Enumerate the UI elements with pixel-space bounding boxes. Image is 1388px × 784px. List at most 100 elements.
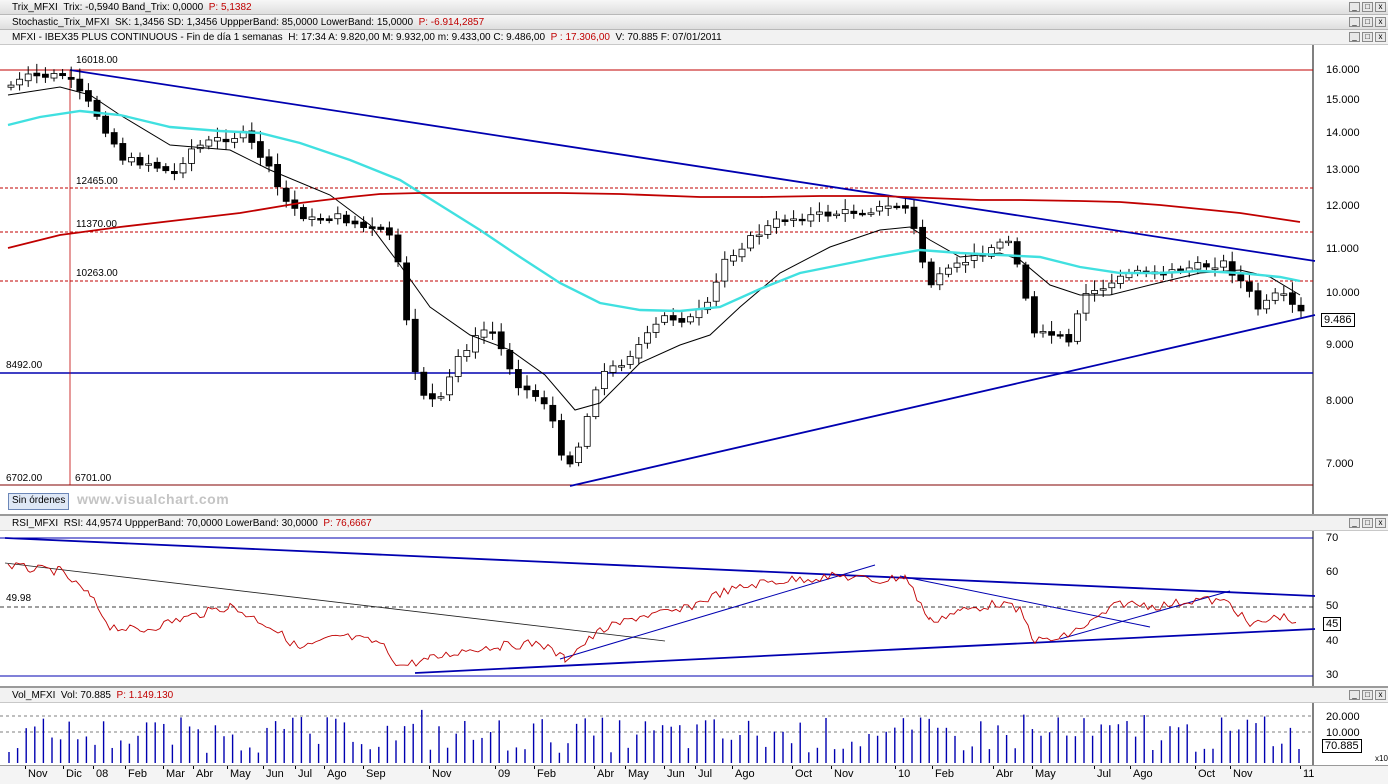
- candle-body: [764, 225, 772, 235]
- candle-body: [471, 335, 479, 353]
- close-icon[interactable]: x: [1375, 32, 1386, 42]
- candle-body: [1297, 304, 1305, 312]
- time-axis: Nov Dic 08 Feb Mar Abr May Jun Jul Ago Sep Nov 09 Feb…: [0, 765, 1388, 784]
- vol-values: Vol: 70.885: [60, 689, 111, 701]
- volume-chart[interactable]: [0, 703, 1388, 765]
- price-axis-label: 10.000: [1326, 287, 1360, 299]
- candle-body: [790, 218, 797, 221]
- rsi-value-tag: 45: [1323, 617, 1342, 631]
- maximize-icon[interactable]: □: [1362, 2, 1373, 12]
- candle-body: [902, 205, 909, 209]
- rsi-line: [7, 562, 1297, 667]
- candle-body: [988, 247, 995, 257]
- candle-body: [1117, 275, 1124, 284]
- time-axis-tick: [993, 766, 994, 769]
- minimize-icon[interactable]: _: [1349, 518, 1360, 528]
- price-header: MFXI - IBEX35 PLUS CONTINUOUS - Fin de d…: [0, 30, 1388, 45]
- rsi-thin-trendline: [1059, 590, 1231, 640]
- candle-body: [712, 281, 720, 302]
- candle-body: [1082, 293, 1090, 314]
- rsi-thin-trendline: [559, 564, 876, 660]
- price-chart[interactable]: [0, 45, 1388, 515]
- minimize-icon[interactable]: _: [1349, 32, 1360, 42]
- candle-body: [1005, 240, 1012, 244]
- candle-body: [497, 331, 505, 350]
- candle-body: [119, 143, 127, 161]
- candle-body: [644, 332, 651, 344]
- trix-window-buttons: _ □ x: [1349, 2, 1386, 12]
- candle-body: [248, 130, 256, 143]
- price-axis-label: 8.000: [1326, 395, 1354, 407]
- candle-body: [618, 365, 625, 368]
- candle-body: [661, 315, 668, 323]
- panel-separator[interactable]: [0, 686, 1388, 688]
- candle-body: [222, 138, 230, 143]
- minimize-icon[interactable]: _: [1349, 17, 1360, 27]
- last-price-tag: 9.486: [1321, 313, 1355, 327]
- candle-body: [884, 205, 892, 209]
- time-axis-tick: [63, 766, 64, 769]
- candle-body: [523, 385, 531, 391]
- maximize-icon[interactable]: □: [1362, 17, 1373, 27]
- candle-body: [16, 78, 24, 86]
- candle-body: [540, 397, 548, 405]
- rsi-axis-label: 30: [1326, 669, 1339, 681]
- candle-body: [996, 241, 1004, 249]
- candle-body: [213, 137, 221, 142]
- time-axis-tick: [831, 766, 832, 769]
- candle-body: [1099, 288, 1107, 291]
- maximize-icon[interactable]: □: [1362, 518, 1373, 528]
- time-axis-tick: [429, 766, 430, 769]
- rsi-header: RSI_MFXI RSI: 44,9574 UppperBand: 70,000…: [0, 516, 1388, 531]
- candle-body: [463, 350, 471, 358]
- candle-body: [308, 216, 316, 220]
- minimize-icon[interactable]: _: [1349, 2, 1360, 12]
- watermark: www.visualchart.com: [77, 491, 230, 507]
- maximize-icon[interactable]: □: [1362, 32, 1373, 42]
- time-axis-tick: [895, 766, 896, 769]
- candle-body: [1031, 296, 1038, 334]
- candle-body: [394, 234, 402, 263]
- close-icon[interactable]: x: [1375, 2, 1386, 12]
- rsi-chart[interactable]: [0, 531, 1388, 686]
- panel-separator[interactable]: [0, 514, 1388, 516]
- rsi-axis-label: 70: [1326, 532, 1339, 544]
- annotation-level: 8492.00: [6, 360, 43, 371]
- time-axis-tick: [93, 766, 94, 769]
- candle-body: [76, 78, 84, 92]
- close-icon[interactable]: x: [1375, 518, 1386, 528]
- candle-body: [1056, 334, 1064, 337]
- vol-window-buttons: _ □ x: [1349, 690, 1386, 700]
- moving-average-medium: [7, 109, 1301, 313]
- time-axis-tick: [732, 766, 733, 769]
- close-icon[interactable]: x: [1375, 690, 1386, 700]
- vol-multiplier: x10: [1375, 754, 1388, 763]
- rsi-axis-label: 50: [1326, 600, 1339, 612]
- candle-body: [1220, 260, 1227, 268]
- candle-body: [1194, 262, 1202, 270]
- time-axis-tick: [1130, 766, 1131, 769]
- candle-body: [282, 187, 290, 202]
- candle-body: [962, 262, 969, 266]
- maximize-icon[interactable]: □: [1362, 690, 1373, 700]
- time-axis-tick: [534, 766, 535, 769]
- candle-body: [730, 255, 737, 262]
- candle-body: [1065, 334, 1073, 343]
- stoch-window-buttons: _ □ x: [1349, 17, 1386, 27]
- annotation-low: 6702.00: [6, 473, 43, 484]
- sin-ordenes-button[interactable]: Sin órdenes: [8, 493, 70, 510]
- vol-axis-label: 10.000: [1326, 727, 1360, 739]
- candle-body: [910, 206, 918, 229]
- candle-body: [299, 207, 307, 220]
- price-values: H: 17:34 A: 9.820,00 M: 9.932,00 m: 9.43…: [288, 31, 546, 43]
- candle-body: [755, 234, 763, 237]
- time-axis-tick: [664, 766, 665, 769]
- time-axis-label: Oct: [795, 768, 813, 780]
- candle-body: [1263, 299, 1270, 310]
- time-axis-label: Oct: [1198, 768, 1216, 780]
- candle-body: [265, 156, 273, 167]
- close-icon[interactable]: x: [1375, 17, 1386, 27]
- candle-body: [24, 73, 32, 82]
- minimize-icon[interactable]: _: [1349, 690, 1360, 700]
- time-axis-label: Feb: [935, 768, 954, 780]
